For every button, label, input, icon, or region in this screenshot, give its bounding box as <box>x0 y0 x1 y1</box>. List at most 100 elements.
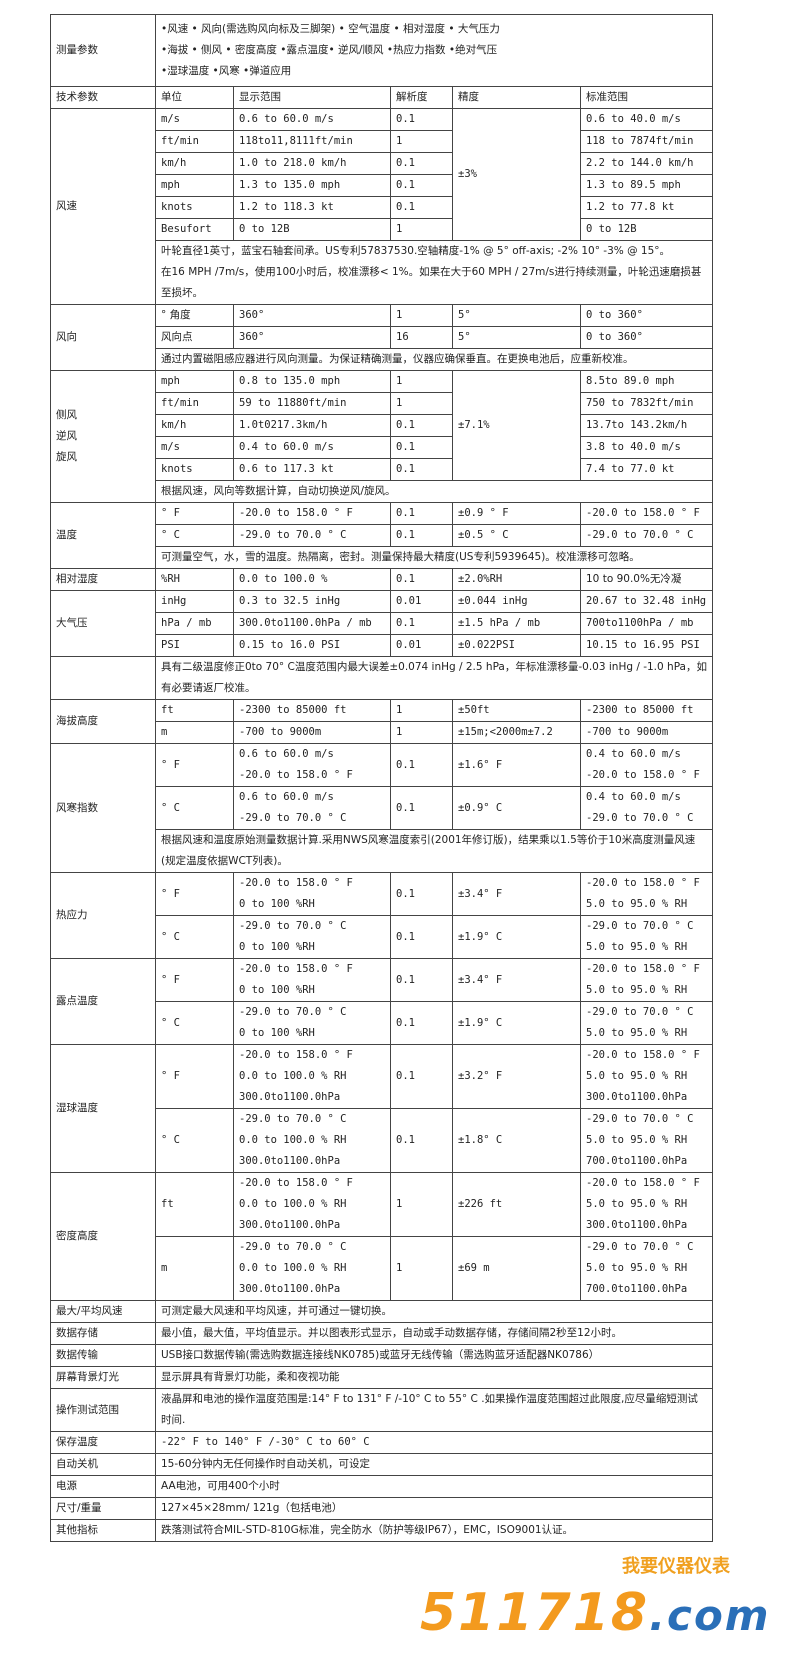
row-label-cell: 电源 <box>50 1475 156 1498</box>
table-cell: inHg <box>155 590 234 613</box>
table-cell: 0.1 <box>390 436 453 459</box>
note-cell: 可测量空气，水，雪的温度。热隔离，密封。测量保持最大精度(US专利5939645… <box>154 546 714 569</box>
table-row: ° C 0.6 to 60.0 m/s -29.0 to 70.0 ° C 0.1 ±… <box>51 786 714 830</box>
table-cell: 0.0 to 100.0 % <box>233 568 391 591</box>
note-cell: USB接口数据传输(需选购数据连接线NK0785)或蓝牙无线传输（需选购蓝牙适配… <box>154 1344 714 1367</box>
row-label-cell: 风速 <box>50 108 156 305</box>
table-cell: 13.7to 143.2km/h <box>579 414 714 437</box>
table-cell: 0.1 <box>390 1108 453 1173</box>
table-cell: 118to11,8111ft/min <box>233 130 391 153</box>
table-cell: -29.0 to 70.0 ° C 5.0 to 95.0 % RH <box>579 915 714 959</box>
table-row: 自动关机 15-60分钟内无任何操作时自动关机，可设定 <box>50 1453 714 1476</box>
table-cell: 单位 <box>155 86 234 109</box>
table-cell: 0.1 <box>390 152 453 175</box>
table-cell: 1 <box>390 218 453 241</box>
table-cell: km/h <box>155 414 234 437</box>
table-cell: 0.1 <box>390 108 453 131</box>
table-cell: 59 to 11880ft/min <box>233 392 391 415</box>
table-cell: 0 to 360° <box>579 326 714 349</box>
table-cell: 118 to 7874ft/min <box>579 130 714 153</box>
table-cell: 1 <box>390 392 453 415</box>
table-cell: 0.01 <box>390 590 453 613</box>
table-cell: 0.4 to 60.0 m/s <box>233 436 391 459</box>
table-cell: -2300 to 85000 ft <box>233 699 391 722</box>
spec-table-body: 测量参数 •风速 • 风向(需选购风向标及三脚架) • 空气温度 • 相对湿度 … <box>50 14 714 1542</box>
table-row: 具有二级温度修正0to 70° C温度范围内最大误差±0.074 inHg / … <box>50 656 714 700</box>
table-cell: -29.0 to 70.0 ° C <box>233 524 391 547</box>
note-cell: 127×45×28mm/ 121g（包括电池） <box>154 1497 714 1520</box>
table-cell: 7.4 to 77.0 kt <box>579 458 714 481</box>
table-cell: 0.1 <box>390 915 453 959</box>
table-row: 叶轮直径1英寸，蓝宝石轴套间承。US专利57837530.空轴精度-1% @ 5… <box>51 240 714 305</box>
row-label-cell <box>50 656 156 700</box>
spec-table: 测量参数 •风速 • 风向(需选购风向标及三脚架) • 空气温度 • 相对湿度 … <box>50 14 714 1542</box>
table-cell: -20.0 to 158.0 ° F <box>233 502 391 525</box>
watermark-tagline: 我要仪器仪表 <box>622 1556 730 1577</box>
table-row: 风速 m/s 0.6 to 60.0 m/s 0.1 ±3% 0.6 to 40.0 m/… <box>50 108 714 305</box>
table-row: m/s 0.4 to 60.0 m/s 0.1 3.8 to 40.0 m/s <box>51 436 714 459</box>
table-cell: ±1.5 hPa / mb <box>452 612 581 635</box>
note-cell: 液晶屏和电池的操作温度范围是:14° F to 131° F /-10° C t… <box>154 1388 714 1432</box>
table-cell: 360° <box>233 326 391 349</box>
table-row: 数据存储 最小值，最大值，平均值显示。并以图表形式显示，自动或手动数据存储，存储间… <box>50 1322 714 1345</box>
watermark-domain-main: 511718 <box>420 1583 650 1643</box>
table-cell: m/s <box>155 108 234 131</box>
table-row: ° C -29.0 to 70.0 ° C 0.0 to 100.0 % RH 3… <box>51 1108 714 1173</box>
table-cell: 1.0 to 218.0 km/h <box>233 152 391 175</box>
table-cell: 0.3 to 32.5 inHg <box>233 590 391 613</box>
table-cell: ±3.4° F <box>452 872 581 916</box>
table-cell: 750 to 7832ft/min <box>579 392 714 415</box>
table-cell: 精度 <box>452 86 581 109</box>
table-cell: 1.3 to 89.5 mph <box>579 174 714 197</box>
table-cell: 1.3 to 135.0 mph <box>233 174 391 197</box>
table-cell: m <box>155 721 234 744</box>
table-cell: 0.4 to 60.0 m/s -20.0 to 158.0 ° F <box>579 743 714 787</box>
row-label-cell: 大气压 <box>50 590 156 657</box>
table-cell: 300.0to1100.0hPa / mb <box>233 612 391 635</box>
table-cell: -20.0 to 158.0 ° F <box>579 502 714 525</box>
table-row: 技术参数 单位 显示范围 解析度 精度 标准范围 <box>50 86 714 109</box>
watermark-domain-suffix: .com <box>649 1591 771 1640</box>
table-row: 可测量空气，水，雪的温度。热隔离，密封。测量保持最大精度(US专利5939645… <box>51 546 714 569</box>
table-cell: -29.0 to 70.0 ° C 0.0 to 100.0 % RH 300.… <box>233 1236 391 1301</box>
table-cell: 0.4 to 60.0 m/s -29.0 to 70.0 ° C <box>579 786 714 830</box>
table-cell: 1 <box>390 699 453 722</box>
table-cell: Besufort <box>155 218 234 241</box>
table-cell: km/h <box>155 152 234 175</box>
table-row: 电源 AA电池，可用400个小时 <box>50 1475 714 1498</box>
note-cell: 显示屏具有背景灯功能，柔和夜视功能 <box>154 1366 714 1389</box>
row-label-cell: 技术参数 <box>50 86 156 109</box>
table-cell: 10 to 90.0%无冷凝 <box>579 568 714 591</box>
table-cell: ±0.022PSI <box>452 634 581 657</box>
table-cell: 0.6 to 117.3 kt <box>233 458 391 481</box>
row-label-cell: 温度 <box>50 502 156 569</box>
note-cell: 15-60分钟内无任何操作时自动关机，可设定 <box>154 1453 714 1476</box>
table-cell: 20.67 to 32.48 inHg <box>579 590 714 613</box>
table-cell: 1 <box>390 304 453 327</box>
table-cell: ° F <box>155 872 234 916</box>
table-cell: 1 <box>390 1172 453 1237</box>
row-label-cell: 数据传输 <box>50 1344 156 1367</box>
table-row: hPa / mb 300.0to1100.0hPa / mb 0.1 ±1.5 hPa… <box>51 612 714 635</box>
table-cell: 16 <box>390 326 453 349</box>
table-row: 屏幕背景灯光 显示屏具有背景灯功能，柔和夜视功能 <box>50 1366 714 1389</box>
note-cell: 通过内置磁阻感应器进行风向测量。为保证精确测量，仪器应确保垂直。在更换电池后，应… <box>154 348 714 371</box>
table-cell: ±1.9° C <box>452 915 581 959</box>
table-cell: 0.8 to 135.0 mph <box>233 370 391 393</box>
table-cell: 显示范围 <box>233 86 391 109</box>
table-cell: ° C <box>155 915 234 959</box>
table-cell: ° C <box>155 524 234 547</box>
table-cell: 0.1 <box>390 1001 453 1045</box>
table-cell: ° C <box>155 1108 234 1173</box>
table-cell: 0.6 to 60.0 m/s -20.0 to 158.0 ° F <box>233 743 391 787</box>
table-cell: -20.0 to 158.0 ° F 0.0 to 100.0 % RH 300… <box>233 1172 391 1237</box>
row-label-cell: 自动关机 <box>50 1453 156 1476</box>
table-row: 测量参数 •风速 • 风向(需选购风向标及三脚架) • 空气温度 • 相对湿度 … <box>50 14 714 87</box>
table-cell: %RH <box>155 568 234 591</box>
row-label-cell: 露点温度 <box>50 958 156 1045</box>
table-cell: ° C <box>155 1001 234 1045</box>
table-cell: 0.6 to 60.0 m/s <box>233 108 391 131</box>
table-cell: knots <box>155 196 234 219</box>
row-label-cell: 数据存储 <box>50 1322 156 1345</box>
table-cell: mph <box>155 174 234 197</box>
